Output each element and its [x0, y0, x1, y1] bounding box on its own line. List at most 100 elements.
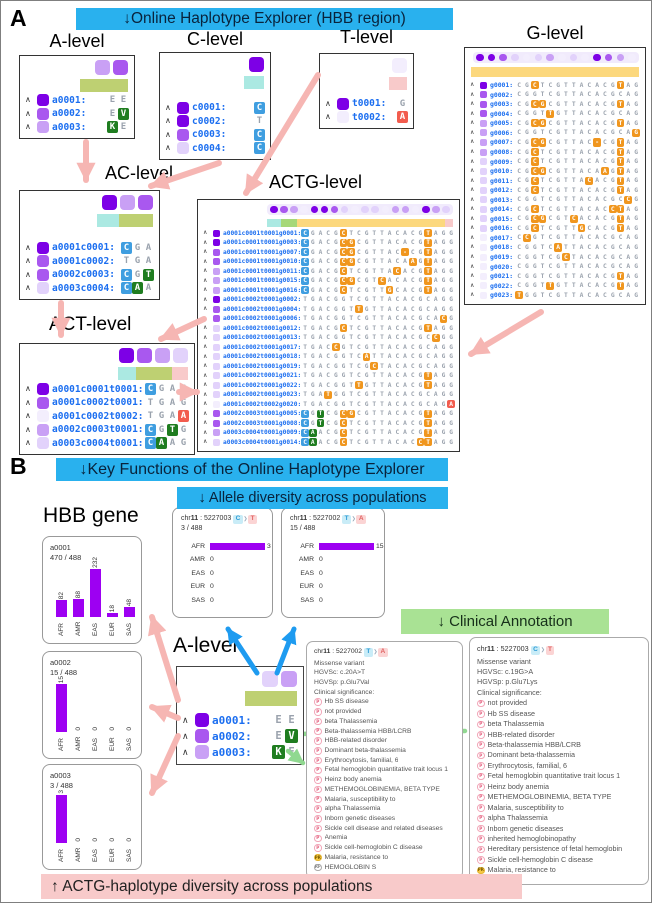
haplotype-row[interactable]: ∧ g0020: C G G T C G T T A C A C G C A G	[470, 262, 641, 272]
haplotype-row[interactable]: ∧ a0001c0001t0001g0010: C G A C G C G C G T T A C A A G T A…	[203, 257, 455, 267]
haplotype-row[interactable]: ∧ a0002: E V	[182, 728, 299, 744]
collapse-caret-icon[interactable]: ∧	[25, 283, 31, 293]
haplotype-row[interactable]: ∧ c0002: T	[165, 115, 266, 129]
haplotype-row[interactable]: ∧ a0001c0001t0001g0011: C G A C G C T C G T T A C A C G T A…	[203, 267, 455, 277]
haplotype-row[interactable]: ∧ a0001c0002t0001g0006: T G A C G G T C G T T A C A C G C A…	[203, 314, 455, 324]
haplotype-row[interactable]: ∧ a0002c0003t0001g0008: C G T C G C T C G T T A C A C G T A…	[203, 419, 455, 429]
collapse-caret-icon[interactable]: ∧	[470, 196, 475, 203]
collapse-caret-icon[interactable]: ∧	[470, 149, 475, 156]
haplotype-row[interactable]: ∧ a0001c0002t0001g0023: T G A T G G T C G T T A C A C G C A…	[203, 390, 455, 400]
haplotype-row[interactable]: ∧ t0001: G	[325, 97, 409, 111]
collapse-caret-icon[interactable]: ∧	[203, 325, 208, 332]
haplotype-row[interactable]: ∧ a0001c0002t0002g0020: T G A C G G T C G T T A C A C G C A…	[203, 400, 455, 410]
collapse-caret-icon[interactable]: ∧	[203, 410, 208, 417]
haplotype-row[interactable]: ∧ g0021: C G G T C G T T A C A C G T A G	[470, 271, 641, 281]
haplotype-row[interactable]: ∧ a0001c0002t0001g0019: T G A C G G T C G C T A C A C G C A…	[203, 362, 455, 372]
collapse-caret-icon[interactable]: ∧	[25, 122, 31, 132]
haplotype-row[interactable]: ∧ a0001: E E	[182, 712, 299, 728]
collapse-caret-icon[interactable]: ∧	[203, 420, 208, 427]
haplotype-row[interactable]: ∧ c0003: C	[165, 128, 266, 142]
haplotype-row[interactable]: ∧ a0002: E V	[25, 107, 130, 121]
haplotype-row[interactable]: ∧ g0012: C G C T C G T T A C A C G T A G	[470, 185, 641, 195]
haplotype-row[interactable]: ∧ g0009: C G C T C G T T A C A C G T A G	[470, 157, 641, 167]
collapse-caret-icon[interactable]: ∧	[203, 382, 208, 389]
haplotype-row[interactable]: ∧ a0001c0001t0001g0001: C G A C G C T C G T T A C A C G T A…	[203, 229, 455, 239]
haplotype-row[interactable]: ∧ g0023: T G G T C G T T A C A C G C A G	[470, 290, 641, 300]
haplotype-row[interactable]: ∧ a0001c0002t0001g0022: T G A C G G T T G T T A C A C G T A…	[203, 381, 455, 391]
haplotype-row[interactable]: ∧ a0001c0001t0001g0003: C G A C G C G C G T T A C A C G T A…	[203, 238, 455, 248]
haplotype-row[interactable]: ∧ a0001c0001t0001: C G A G	[25, 383, 190, 397]
collapse-caret-icon[interactable]: ∧	[470, 282, 475, 289]
collapse-caret-icon[interactable]: ∧	[203, 249, 208, 256]
haplotype-row[interactable]: ∧ g0011: C G C T C G T T A C A C G T A G	[470, 176, 641, 186]
collapse-caret-icon[interactable]: ∧	[470, 101, 475, 108]
haplotype-row[interactable]: ∧ g0006: C G G T C G T T A C A C G C A G	[470, 128, 641, 138]
collapse-caret-icon[interactable]: ∧	[470, 177, 475, 184]
haplotype-row[interactable]: ∧ t0002: A	[325, 111, 409, 125]
haplotype-row[interactable]: ∧ a0001c0001: C G A	[25, 241, 155, 255]
haplotype-row[interactable]: ∧ a0001c0002t0001: T G A G	[25, 396, 190, 410]
collapse-caret-icon[interactable]: ∧	[203, 277, 208, 284]
collapse-caret-icon[interactable]: ∧	[203, 296, 208, 303]
collapse-caret-icon[interactable]: ∧	[203, 353, 208, 360]
collapse-caret-icon[interactable]: ∧	[25, 108, 31, 118]
collapse-caret-icon[interactable]: ∧	[470, 139, 475, 146]
collapse-caret-icon[interactable]: ∧	[203, 258, 208, 265]
haplotype-row[interactable]: ∧ g0019: C G G T C G C T A C A C G C A G	[470, 252, 641, 262]
collapse-caret-icon[interactable]: ∧	[470, 234, 475, 241]
collapse-caret-icon[interactable]: ∧	[470, 263, 475, 270]
collapse-caret-icon[interactable]: ∧	[325, 112, 331, 122]
collapse-caret-icon[interactable]: ∧	[25, 438, 31, 448]
collapse-caret-icon[interactable]: ∧	[165, 116, 171, 126]
collapse-caret-icon[interactable]: ∧	[203, 230, 208, 237]
haplotype-row[interactable]: ∧ a0001c0002t0002: T G A A	[25, 410, 190, 424]
collapse-caret-icon[interactable]: ∧	[470, 225, 475, 232]
collapse-caret-icon[interactable]: ∧	[25, 95, 31, 105]
haplotype-row[interactable]: ∧ a0001c0002t0001g0013: T G A C G G T C G T T A C A C G C C…	[203, 333, 455, 343]
collapse-caret-icon[interactable]: ∧	[203, 401, 208, 408]
haplotype-row[interactable]: ∧ g0003: C G C G C G T T A C A C G T A G	[470, 100, 641, 110]
haplotype-row[interactable]: ∧ a0001c0002t0001g0012: T G A C G C T C G T T A C A C G T A…	[203, 324, 455, 334]
haplotype-row[interactable]: ∧ c0001: C	[165, 101, 266, 115]
collapse-caret-icon[interactable]: ∧	[470, 120, 475, 127]
collapse-caret-icon[interactable]: ∧	[165, 143, 171, 153]
collapse-caret-icon[interactable]: ∧	[203, 315, 208, 322]
haplotype-row[interactable]: ∧ g0004: C G G T T G T T A C A C G C A G	[470, 109, 641, 119]
haplotype-row[interactable]: ∧ g0016: C G C T C G T T G C A C G T A G	[470, 224, 641, 234]
collapse-caret-icon[interactable]: ∧	[470, 292, 475, 299]
collapse-caret-icon[interactable]: ∧	[470, 254, 475, 261]
haplotype-row[interactable]: ∧ a0001c0002t0001g0018: T G A C G G T C A T T A C A C G C A…	[203, 352, 455, 362]
collapse-caret-icon[interactable]: ∧	[203, 287, 208, 294]
haplotype-row[interactable]: ∧ a0001c0002t0001g0002: T G A C G G T C G T T A C A C G C A…	[203, 295, 455, 305]
haplotype-row[interactable]: ∧ a0001c0002t0001g0017: T G A C C G T C G T T A C A C G C A…	[203, 343, 455, 353]
collapse-caret-icon[interactable]: ∧	[325, 98, 331, 108]
haplotype-row[interactable]: ∧ a0001c0001t0001g0007: C G A C G C G C G T T A C - C G T A…	[203, 248, 455, 258]
collapse-caret-icon[interactable]: ∧	[203, 268, 208, 275]
haplotype-row[interactable]: ∧ a0001c0002t0001g0004: T G A C G G T T G T T A C A C G C A…	[203, 305, 455, 315]
collapse-caret-icon[interactable]: ∧	[25, 411, 31, 421]
haplotype-row[interactable]: ∧ g0018: C G G T C A T T A C A C G C A G	[470, 243, 641, 253]
haplotype-row[interactable]: ∧ g0015: C G C G C G T C A C A C G T A G	[470, 214, 641, 224]
haplotype-row[interactable]: ∧ a0001c0001t0001g0015: C G A C G C G C G T C A C A C G T A…	[203, 276, 455, 286]
collapse-caret-icon[interactable]: ∧	[182, 746, 189, 757]
collapse-caret-icon[interactable]: ∧	[203, 429, 208, 436]
haplotype-row[interactable]: ∧ a0003c0004t0001g0009: C A A C G C T C G T T A C A C G T A…	[203, 428, 455, 438]
haplotype-row[interactable]: ∧ g0008: C G C T C G T T A C A C G T A G	[470, 147, 641, 157]
haplotype-row[interactable]: ∧ a0002c0003t0001g0005: C G T C G C G C G T T A C A C G T A…	[203, 409, 455, 419]
collapse-caret-icon[interactable]: ∧	[470, 158, 475, 165]
collapse-caret-icon[interactable]: ∧	[25, 269, 31, 279]
collapse-caret-icon[interactable]: ∧	[470, 129, 475, 136]
haplotype-row[interactable]: ∧ a0001c0001t0001g0016: C G A C G C T C G T T G C A C G T A…	[203, 286, 455, 296]
collapse-caret-icon[interactable]: ∧	[165, 129, 171, 139]
collapse-caret-icon[interactable]: ∧	[470, 187, 475, 194]
haplotype-row[interactable]: ∧ a0003c0004: C A A	[25, 282, 155, 296]
haplotype-row[interactable]: ∧ g0002: C G G T C G T T A C A C G C A G	[470, 90, 641, 100]
collapse-caret-icon[interactable]: ∧	[203, 391, 208, 398]
collapse-caret-icon[interactable]: ∧	[25, 397, 31, 407]
collapse-caret-icon[interactable]: ∧	[25, 256, 31, 266]
collapse-caret-icon[interactable]: ∧	[203, 344, 208, 351]
haplotype-row[interactable]: ∧ g0017: C C G T C G T T A C A C G C A G	[470, 233, 641, 243]
haplotype-row[interactable]: ∧ a0001c0002t0001g0021: T G A C G G T C G T T A C A C G T A…	[203, 371, 455, 381]
collapse-caret-icon[interactable]: ∧	[470, 273, 475, 280]
haplotype-row[interactable]: ∧ g0022: C G G T T G T T A C A C G T A G	[470, 281, 641, 291]
